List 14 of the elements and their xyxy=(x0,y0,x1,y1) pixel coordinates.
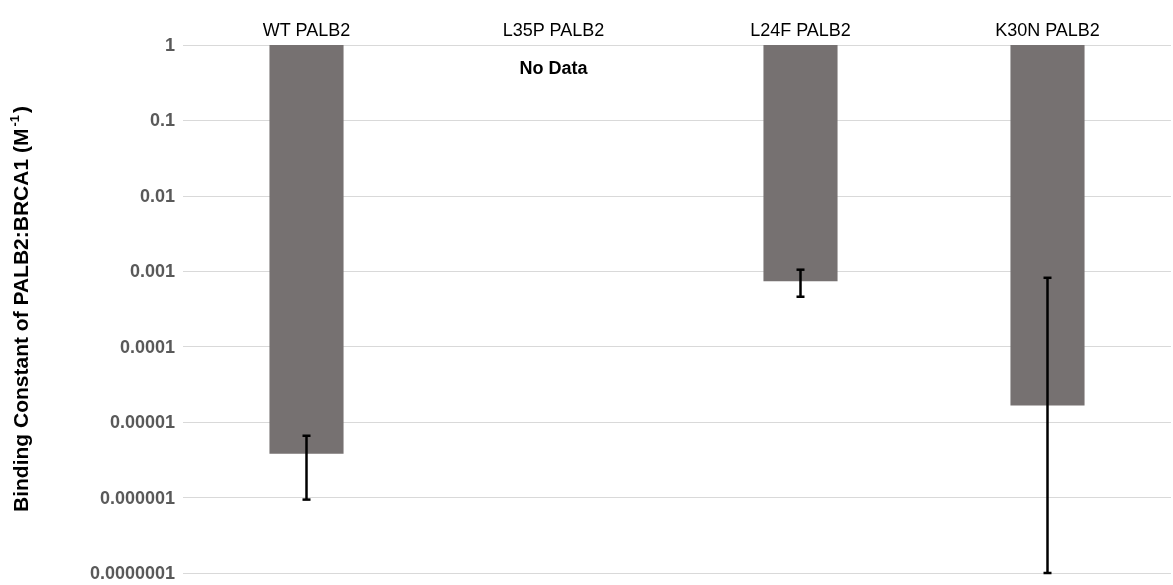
x-tick-label: K30N PALB2 xyxy=(995,20,1100,40)
y-tick-label: 0.1 xyxy=(149,110,175,131)
y-tick-label: 0.0001 xyxy=(119,336,175,357)
y-tick-label: 1 xyxy=(164,35,175,55)
y-tick-label: 0.00001 xyxy=(109,412,175,433)
x-tick-label: L35P PALB2 xyxy=(502,20,605,40)
x-tick-label: L24F PALB2 xyxy=(750,20,851,40)
y-tick-label: 0.01 xyxy=(139,185,175,206)
y-tick-label: 0.0000001 xyxy=(89,563,175,583)
y-axis-title: Binding Constant of PALB2:BRCA1 (M-1) xyxy=(7,106,32,512)
annotation: No Data xyxy=(519,58,589,78)
y-tick-label: 0.001 xyxy=(129,261,175,282)
y-tick-label: 0.000001 xyxy=(99,487,175,508)
x-tick-label: WT PALB2 xyxy=(262,20,351,40)
